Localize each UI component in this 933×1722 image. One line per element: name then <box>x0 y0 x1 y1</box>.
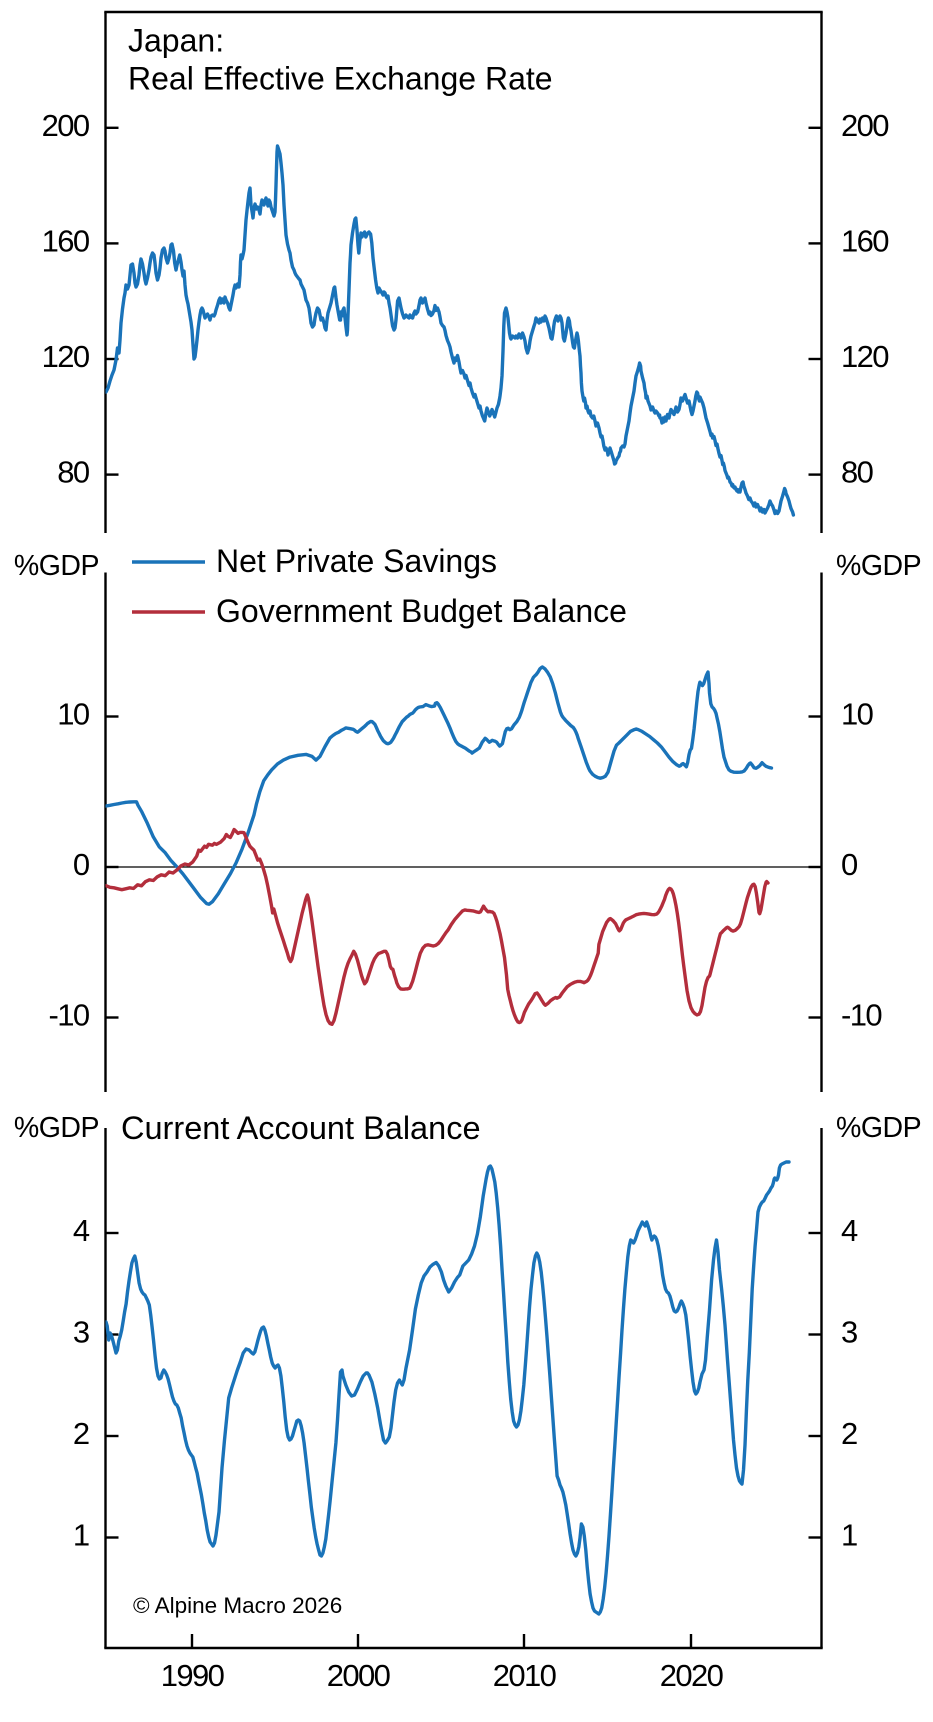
svg-text:120: 120 <box>42 339 90 374</box>
svg-text:200: 200 <box>841 108 889 143</box>
svg-text:0: 0 <box>73 847 90 882</box>
svg-text:80: 80 <box>57 455 90 490</box>
svg-text:-10: -10 <box>841 998 882 1033</box>
svg-text:%GDP: %GDP <box>836 1112 921 1144</box>
svg-text:1990: 1990 <box>161 1658 225 1693</box>
svg-text:Government Budget Balance: Government Budget Balance <box>216 593 627 629</box>
svg-text:Real Effective Exchange Rate: Real Effective Exchange Rate <box>128 61 553 97</box>
svg-text:3: 3 <box>841 1315 857 1350</box>
svg-text:2: 2 <box>73 1416 89 1451</box>
svg-text:Current Account Balance: Current Account Balance <box>121 1110 481 1146</box>
svg-text:160: 160 <box>841 223 889 258</box>
svg-text:%GDP: %GDP <box>14 1112 99 1144</box>
svg-text:1: 1 <box>73 1518 89 1553</box>
svg-text:10: 10 <box>841 697 874 732</box>
svg-text:%GDP: %GDP <box>836 550 921 582</box>
svg-text:4: 4 <box>73 1213 90 1248</box>
svg-text:160: 160 <box>42 223 90 258</box>
svg-text:© Alpine Macro 2026: © Alpine Macro 2026 <box>133 1593 342 1618</box>
svg-text:2020: 2020 <box>660 1658 724 1693</box>
svg-text:-10: -10 <box>48 998 89 1033</box>
svg-text:Net Private Savings: Net Private Savings <box>216 543 497 579</box>
svg-text:120: 120 <box>841 339 889 374</box>
svg-text:2010: 2010 <box>493 1658 557 1693</box>
svg-text:%GDP: %GDP <box>14 550 99 582</box>
svg-text:3: 3 <box>73 1315 89 1350</box>
svg-text:10: 10 <box>57 697 90 732</box>
svg-text:1: 1 <box>841 1518 857 1553</box>
svg-text:2000: 2000 <box>327 1658 391 1693</box>
svg-text:2: 2 <box>841 1416 857 1451</box>
svg-text:Japan:: Japan: <box>128 23 224 59</box>
svg-text:80: 80 <box>841 455 874 490</box>
svg-text:0: 0 <box>841 847 858 882</box>
svg-text:4: 4 <box>841 1213 858 1248</box>
svg-text:200: 200 <box>42 108 90 143</box>
